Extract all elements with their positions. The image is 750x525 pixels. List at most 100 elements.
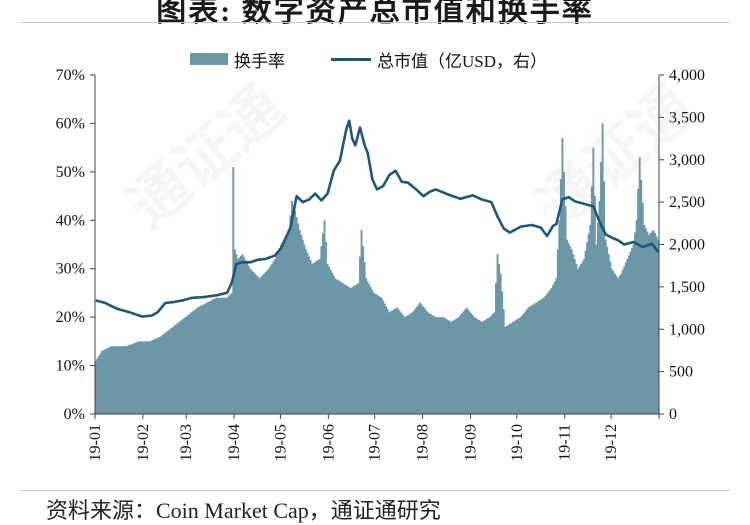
turnover-bar bbox=[578, 266, 581, 414]
turnover-bar bbox=[377, 295, 380, 414]
turnover-bar bbox=[521, 315, 524, 414]
turnover-bar bbox=[471, 315, 474, 414]
turnover-bar bbox=[148, 341, 151, 414]
turnover-bar bbox=[210, 300, 213, 414]
turnover-bar bbox=[444, 318, 446, 414]
turnover-bar bbox=[614, 273, 616, 414]
turnover-bar bbox=[447, 320, 450, 414]
turnover-bar bbox=[153, 339, 156, 414]
turnover-bar bbox=[512, 321, 514, 414]
turnover-bar bbox=[272, 261, 275, 414]
turnover-bar bbox=[354, 285, 357, 414]
turnover-bar bbox=[94, 360, 97, 414]
turnover-bar bbox=[428, 313, 431, 414]
turnover-bar bbox=[312, 262, 315, 414]
turnover-bar bbox=[414, 308, 417, 414]
turnover-bar bbox=[468, 311, 471, 414]
x-tick-label: 19-06 bbox=[320, 424, 337, 461]
turnover-bar bbox=[402, 315, 405, 414]
turnover-bar bbox=[286, 232, 289, 414]
turnover-bar bbox=[101, 351, 103, 414]
turnover-bar bbox=[408, 314, 411, 414]
y-right-tick-label: 0 bbox=[669, 406, 677, 423]
turnover-bar bbox=[107, 347, 110, 414]
turnover-bar bbox=[555, 278, 558, 414]
turnover-bar bbox=[587, 233, 590, 414]
turnover-bar bbox=[505, 325, 508, 414]
turnover-bar bbox=[329, 269, 332, 414]
turnover-bar bbox=[507, 324, 510, 414]
turnover-bar bbox=[258, 278, 261, 414]
turnover-bar bbox=[338, 281, 341, 414]
turnover-bar bbox=[559, 179, 562, 414]
turnover-bar bbox=[632, 244, 635, 414]
turnover-bar bbox=[510, 322, 513, 414]
turnover-bar bbox=[182, 318, 185, 414]
turnover-bar bbox=[243, 257, 246, 414]
turnover-bar bbox=[603, 181, 606, 414]
turnover-bar bbox=[189, 313, 191, 414]
turnover-bar bbox=[535, 302, 538, 414]
turnover-bar bbox=[478, 320, 480, 414]
turnover-bar bbox=[570, 249, 573, 414]
turnover-bar bbox=[304, 249, 307, 414]
turnover-bar bbox=[470, 313, 473, 414]
turnover-bar bbox=[597, 222, 599, 414]
turnover-bar bbox=[620, 273, 623, 414]
turnover-bar bbox=[366, 281, 369, 414]
turnover-bar bbox=[386, 309, 389, 414]
turnover-bar bbox=[328, 266, 331, 414]
source-divider bbox=[20, 490, 730, 491]
turnover-bar bbox=[374, 293, 377, 414]
turnover-bar bbox=[388, 312, 391, 414]
turnover-bar bbox=[564, 205, 567, 414]
y-right-tick-label: 3,500 bbox=[669, 109, 705, 126]
turnover-bar bbox=[508, 323, 511, 414]
turnover-bar bbox=[196, 307, 199, 414]
turnover-bar bbox=[493, 312, 496, 414]
turnover-bar bbox=[118, 346, 120, 414]
turnover-bar bbox=[405, 316, 408, 414]
turnover-bar bbox=[309, 260, 312, 414]
turnover-bar bbox=[532, 304, 535, 414]
turnover-bar bbox=[454, 319, 457, 414]
turnover-bar bbox=[352, 286, 355, 414]
turnover-bar bbox=[553, 281, 556, 414]
turnover-bar bbox=[345, 285, 348, 414]
turnover-bar bbox=[629, 251, 632, 414]
turnover-bar bbox=[643, 225, 646, 414]
axes: 0% 10% 20% 30% 40% 50% 60% 70% 0 500 1,000 1,500 2,0… bbox=[56, 67, 705, 461]
turnover-bar bbox=[502, 309, 505, 414]
y-right-tick-label: 3,000 bbox=[669, 152, 705, 169]
turnover-bar bbox=[448, 321, 451, 414]
turnover-bar bbox=[575, 263, 578, 414]
turnover-bar bbox=[269, 266, 272, 414]
x-tick-label: 19-05 bbox=[272, 424, 289, 461]
turnover-bar bbox=[278, 248, 281, 414]
turnover-bar bbox=[464, 309, 467, 414]
turnover-bar bbox=[125, 346, 128, 414]
turnover-bar bbox=[522, 313, 525, 414]
turnover-bar bbox=[425, 310, 428, 414]
turnover-bar bbox=[162, 334, 165, 414]
turnover-bar bbox=[456, 318, 459, 414]
x-tick-label: 19-09 bbox=[462, 424, 479, 461]
turnover-bar bbox=[260, 276, 263, 414]
turnover-bar bbox=[202, 304, 205, 414]
turnover-bar bbox=[626, 259, 629, 414]
turnover-bar bbox=[187, 314, 190, 414]
turnover-bar bbox=[321, 233, 324, 414]
turnover-bar bbox=[136, 341, 139, 414]
turnover-bar bbox=[399, 311, 402, 414]
turnover-bar bbox=[206, 302, 208, 414]
turnover-bar bbox=[340, 282, 343, 414]
turnover-bar bbox=[617, 278, 619, 414]
turnover-bar bbox=[199, 305, 202, 414]
turnover-bar bbox=[498, 263, 501, 414]
turnover-bar bbox=[216, 297, 219, 414]
turnover-bar bbox=[422, 306, 425, 414]
turnover-bar bbox=[145, 341, 148, 414]
turnover-bar bbox=[111, 346, 114, 414]
turnover-bar bbox=[488, 317, 491, 414]
turnover-bar bbox=[473, 317, 476, 414]
